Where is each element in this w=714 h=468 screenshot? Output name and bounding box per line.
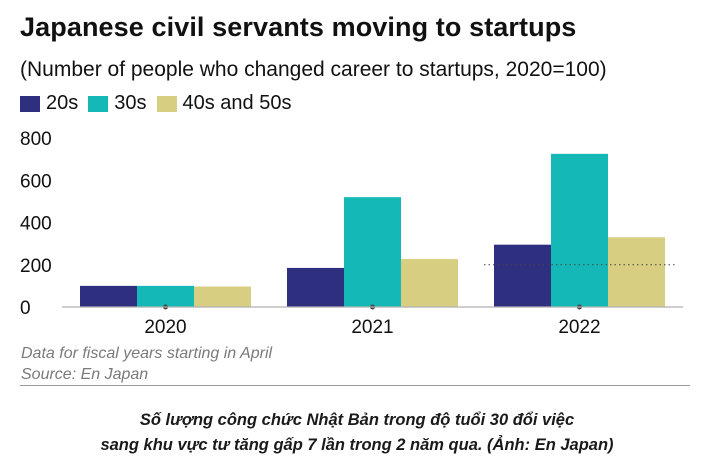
legend-item-20s: 20s: [20, 92, 78, 115]
y-tick-label-3: 600: [20, 171, 52, 192]
legend-swatch-30s: [88, 95, 109, 112]
divider: [20, 385, 690, 386]
x-tick-label-2021: 2021: [351, 317, 393, 338]
bar-20s-2020: [80, 285, 137, 307]
x-tick-label-2020: 2020: [144, 317, 186, 338]
bar-20s-2022: [494, 244, 551, 307]
legend-label-40s-50s: 40s and 50s: [182, 92, 292, 114]
chart-title: Japanese civil servants moving to startu…: [20, 12, 577, 42]
legend-label-30s: 30s: [114, 92, 147, 114]
bar-30s-2022: [551, 153, 608, 307]
y-tick-label-1: 200: [20, 256, 52, 277]
bar-40s-and-50s-2022: [608, 237, 665, 307]
bar-40s-and-50s-2021: [401, 259, 458, 307]
y-tick-label-0: 0: [20, 298, 31, 319]
x-tick-label-2022: 2022: [558, 317, 600, 338]
legend-swatch-20s: [20, 95, 40, 112]
y-tick-label-4: 800: [20, 129, 52, 150]
bar-30s-2021: [344, 197, 401, 307]
legend-label-20s: 20s: [46, 92, 79, 114]
legend-item-30s: 30s: [88, 92, 147, 115]
data-note: Data for fiscal years starting in April: [21, 345, 273, 362]
chart-subtitle: (Number of people who changed career to …: [20, 58, 607, 81]
y-tick-label-2: 400: [20, 214, 52, 235]
legend: 20s 30s 40s and 50s: [20, 92, 291, 115]
caption-line-1: Số lượng công chức Nhật Bản trong độ tuổ…: [139, 411, 575, 429]
bar-chart: 0 200 400 600 800 2020 2021 2022: [20, 129, 683, 338]
legend-swatch-40s-50s: [156, 95, 177, 112]
source-note: Source: En Japan: [21, 366, 149, 383]
bar-40s-and-50s-2020: [194, 286, 251, 307]
bar-20s-2021: [287, 267, 344, 307]
caption-line-2: sang khu vực tư tăng gấp 7 lần trong 2 n…: [100, 436, 614, 454]
legend-item-40s-50s: 40s and 50s: [156, 92, 292, 115]
bar-30s-2020: [137, 285, 194, 307]
